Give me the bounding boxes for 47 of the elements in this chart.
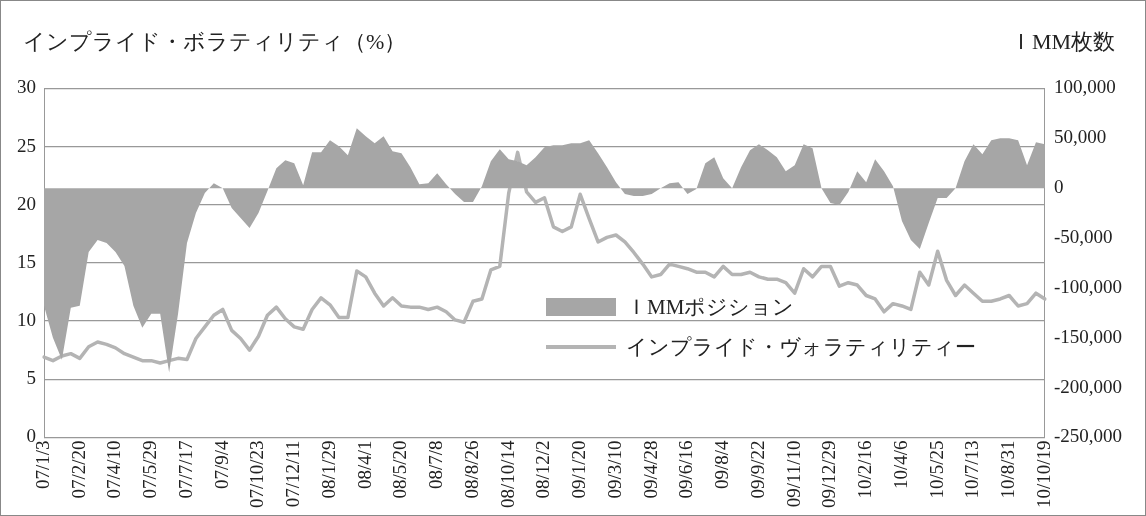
x-tick-label: 09/3/10 — [603, 440, 625, 499]
legend-label: インプライド・ヴォラティリティー — [626, 334, 976, 361]
x-tick-label: 07/12/11 — [282, 440, 304, 508]
y-tick-label: 20 — [17, 192, 36, 214]
legend-label: ＩMMポジション — [626, 294, 795, 321]
x-tick-label: 09/9/22 — [746, 440, 768, 499]
x-tick-label: 07/2/20 — [67, 440, 89, 499]
x-tick-label: 07/5/29 — [139, 440, 161, 499]
y-tick-label: 0 — [26, 425, 36, 447]
x-tick-label: 09/11/10 — [782, 440, 804, 508]
x-tick-label: 10/10/19 — [1032, 440, 1054, 508]
x-tick-label: 08/12/2 — [532, 440, 554, 499]
y2-tick-label: -100,000 — [1053, 275, 1122, 297]
y-tick-label: 30 — [17, 76, 36, 98]
x-tick-label: 07/9/4 — [210, 439, 232, 489]
x-tick-label: 08/1/29 — [317, 440, 339, 499]
x-tick-label: 07/10/23 — [246, 440, 268, 508]
x-tick-label: 09/6/16 — [675, 440, 697, 499]
x-tick-label: 08/5/20 — [389, 440, 411, 499]
x-tick-label: 09/12/29 — [818, 440, 840, 508]
x-tick-label: 07/7/17 — [174, 440, 196, 499]
y-tick-label: 10 — [17, 309, 36, 331]
y2-axis-title: ＩMM枚数 — [1009, 28, 1115, 56]
y2-tick-label: -50,000 — [1053, 225, 1113, 247]
y-tick-label: 25 — [17, 134, 36, 156]
y2-tick-label: -150,000 — [1053, 325, 1122, 347]
x-tick-label: 09/8/4 — [711, 439, 733, 489]
x-tick-label: 08/7/8 — [425, 440, 447, 489]
x-tick-label: 07/4/10 — [103, 440, 125, 499]
y2-tick-label: -250,000 — [1053, 425, 1122, 447]
x-tick-label: 10/5/25 — [925, 440, 947, 499]
y2-tick-label: 50,000 — [1053, 126, 1107, 148]
y-tick-label: 5 — [26, 367, 36, 389]
x-tick-label: 10/8/31 — [997, 440, 1019, 499]
y2-tick-label: 0 — [1053, 176, 1064, 198]
x-tick-label: 10/4/6 — [889, 440, 911, 489]
x-tick-label: 08/8/26 — [460, 440, 482, 499]
x-tick-label: 08/10/14 — [496, 439, 518, 508]
y-axis-title: インプライド・ボラティリティ（%） — [23, 28, 407, 56]
y2-tick-label: 100,000 — [1053, 76, 1116, 98]
x-tick-label: 09/1/20 — [568, 440, 590, 499]
x-tick-label: 10/7/13 — [961, 440, 983, 499]
y-tick-label: 15 — [17, 250, 36, 272]
x-tick-label: 10/2/16 — [854, 440, 876, 499]
y2-tick-label: -200,000 — [1053, 375, 1122, 397]
x-tick-label: 08/4/1 — [353, 440, 375, 489]
x-tick-label: 09/4/28 — [639, 440, 661, 499]
